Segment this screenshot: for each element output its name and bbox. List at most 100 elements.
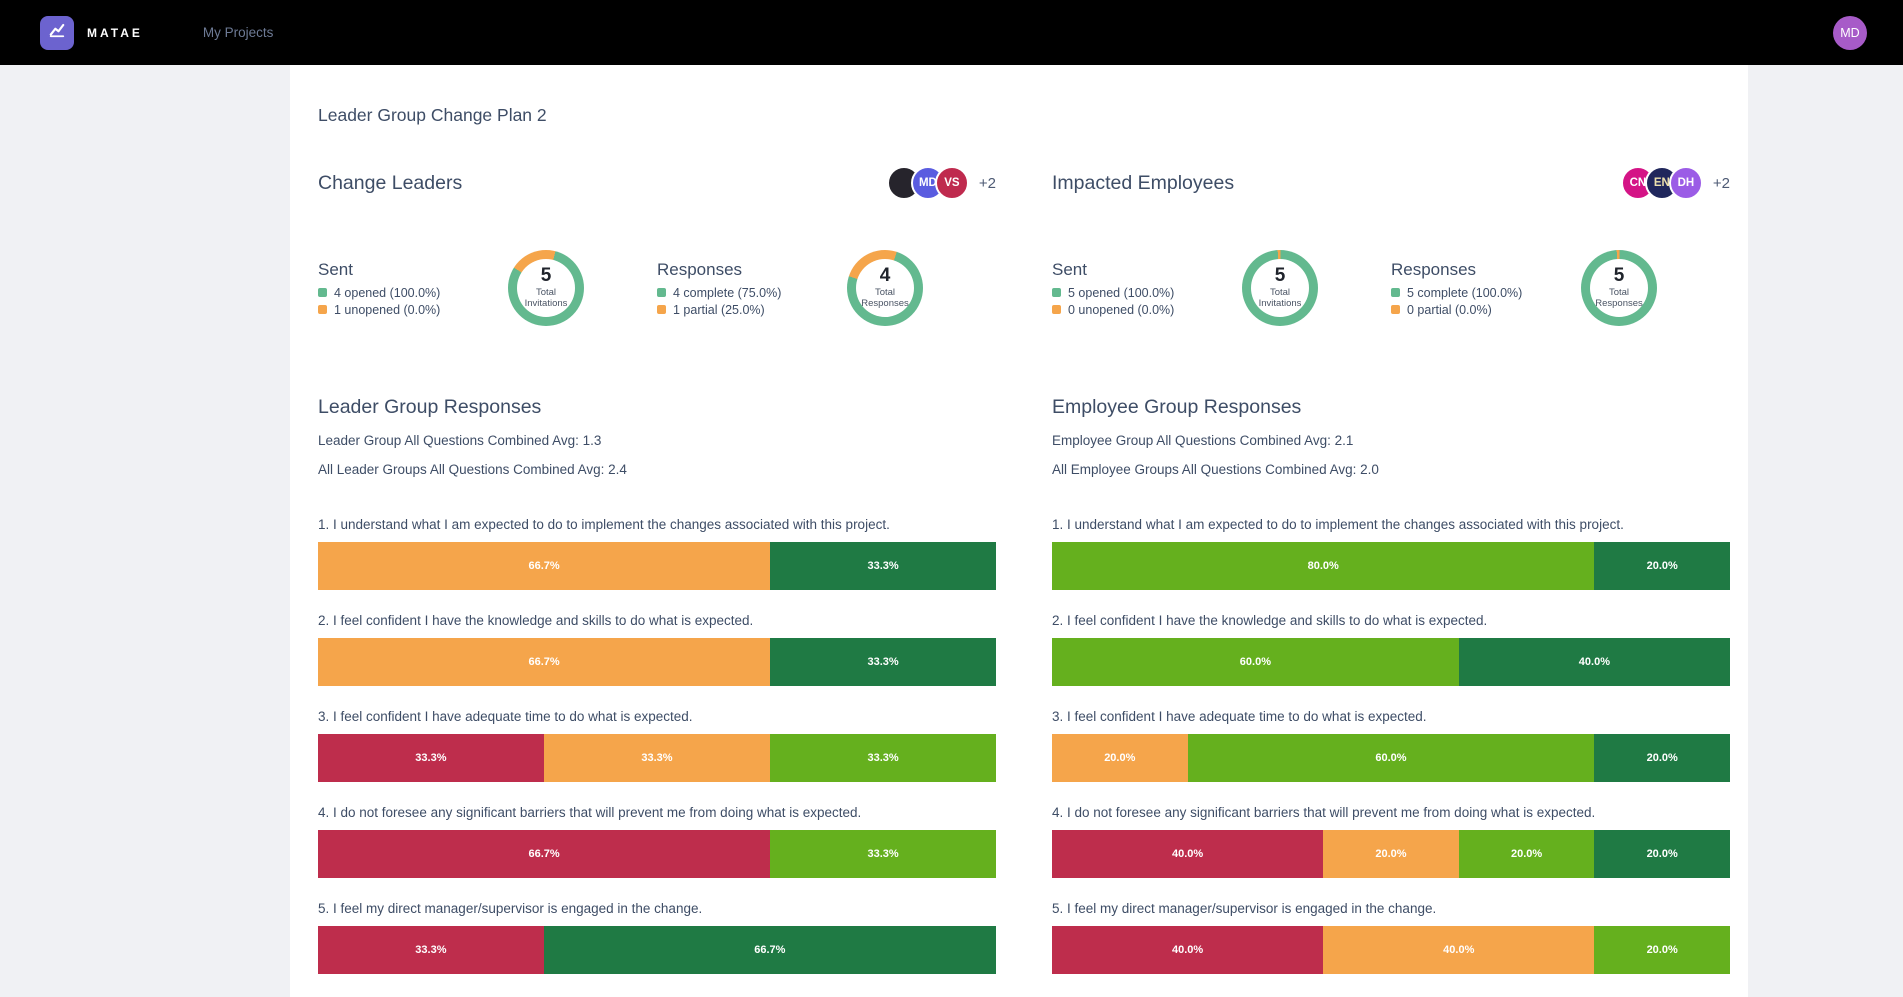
- donut-center: 5 Total Responses: [1590, 259, 1648, 317]
- green-legend-swatch: [1052, 288, 1061, 297]
- legend-item: 1 partial (25.0%): [657, 303, 833, 317]
- group-title: Impacted Employees: [1052, 171, 1235, 194]
- combined-avg-line: All Employee Groups All Questions Combin…: [1052, 462, 1379, 477]
- question-item: 1. I understand what I am expected to do…: [318, 517, 996, 590]
- question-list: 1. I understand what I am expected to do…: [318, 517, 996, 974]
- bar-segment-label: 66.7%: [528, 848, 560, 860]
- bar-segment-label: 33.3%: [867, 656, 899, 668]
- top-navbar: MATAE My Projects MD: [0, 0, 1903, 65]
- bar-segment-label: 33.3%: [641, 752, 673, 764]
- question-item: 5. I feel my direct manager/supervisor i…: [1052, 901, 1730, 974]
- bar-segment: 66.7%: [318, 638, 771, 686]
- legend-item: 5 complete (100.0%): [1391, 286, 1567, 300]
- bar-segment: 66.7%: [318, 830, 771, 878]
- group-column: Impacted Employees CN EN DH +2 Sent 5 opened (…: [1052, 166, 1730, 997]
- legend-text: 5 complete (100.0%): [1407, 285, 1523, 300]
- bar-segment-label: 40.0%: [1171, 944, 1204, 956]
- donut-chart: 5 Total Responses: [1581, 250, 1657, 326]
- legend-item: 1 unopened (0.0%): [318, 303, 494, 317]
- legend-text: 1 unopened (0.0%): [334, 302, 441, 317]
- orange-legend-swatch: [1052, 305, 1061, 314]
- legend-text: 0 unopened (0.0%): [1068, 302, 1175, 317]
- donut-chart: 4 Total Responses: [847, 250, 923, 326]
- bar-segment: 20.0%: [1594, 734, 1730, 782]
- orange-legend-swatch: [318, 305, 327, 314]
- bar-segment: 40.0%: [1458, 638, 1730, 686]
- bar-segment-label: 33.3%: [867, 752, 899, 764]
- legend-text: 1 partial (25.0%): [673, 302, 765, 317]
- legend-item: 0 partial (0.0%): [1391, 303, 1567, 317]
- legend-item: 4 complete (75.0%): [657, 286, 833, 300]
- stat-info: Sent 5 opened (100.0%) 0 unopened (0.0%): [1052, 260, 1228, 317]
- page-title: Leader Group Change Plan 2: [318, 105, 547, 125]
- combined-avg-line: Leader Group All Questions Combined Avg:…: [318, 433, 602, 448]
- avatar-more-count[interactable]: +2: [978, 174, 996, 192]
- stacked-bar: 33.3% 33.3% 33.3%: [318, 734, 996, 782]
- donut-sublabel: Responses: [861, 298, 909, 310]
- bar-segment-label: 40.0%: [1578, 656, 1610, 668]
- dashboard-card: Leader Group Change Plan 2 Change Leader…: [290, 65, 1748, 997]
- bar-segment-label: 33.3%: [867, 560, 899, 572]
- avatar[interactable]: DH: [1668, 166, 1703, 200]
- orange-legend-swatch: [657, 305, 666, 314]
- stat-info: Responses 5 complete (100.0%) 0 partial (0…: [1391, 260, 1567, 317]
- stacked-bar: 66.7% 33.3%: [318, 638, 996, 686]
- bar-segment: 20.0%: [1323, 830, 1459, 878]
- avatar-more-count[interactable]: +2: [1712, 174, 1730, 192]
- donut-chart: 5 Total Invitations: [1242, 250, 1318, 326]
- responses-title: Leader Group Responses: [318, 396, 542, 418]
- combined-avg-line: All Leader Groups All Questions Combined…: [318, 462, 627, 477]
- group-column: Change Leaders MD VS +2 Sent 4 opened (100.0%…: [318, 166, 996, 997]
- question-text: 4. I do not foresee any significant barr…: [318, 805, 862, 820]
- donut-center: 5 Total Invitations: [517, 259, 575, 317]
- donut-center: 5 Total Invitations: [1251, 259, 1309, 317]
- legend-text: 0 partial (0.0%): [1407, 302, 1492, 317]
- bar-segment: 33.3%: [543, 734, 771, 782]
- bar-segment-label: 20.0%: [1510, 848, 1543, 860]
- bar-segment: 33.3%: [318, 926, 544, 974]
- legend-text: 4 opened (100.0%): [334, 285, 441, 300]
- chart-line-icon: [47, 20, 67, 45]
- bar-segment: 20.0%: [1458, 830, 1595, 878]
- stat-block: Responses 4 complete (75.0%) 1 partial (25…: [657, 250, 996, 326]
- nav-my-projects[interactable]: My Projects: [202, 25, 274, 40]
- donut-sublabel: Invitations: [1258, 298, 1302, 310]
- bar-segment: 33.3%: [318, 734, 544, 782]
- avatar[interactable]: VS: [934, 166, 969, 200]
- question-text: 2. I feel confident I have the knowledge…: [1052, 613, 1488, 628]
- bar-segment: 66.7%: [318, 542, 771, 590]
- stacked-bar: 80.0% 20.0%: [1052, 542, 1730, 590]
- bar-segment-label: 33.3%: [415, 752, 447, 764]
- question-item: 3. I feel confident I have adequate time…: [318, 709, 996, 782]
- question-text: 5. I feel my direct manager/supervisor i…: [1052, 901, 1437, 916]
- bar-segment-label: 60.0%: [1375, 752, 1407, 764]
- bar-segment: 20.0%: [1594, 830, 1730, 878]
- bar-segment-label: 20.0%: [1646, 944, 1678, 956]
- bar-segment: 20.0%: [1594, 926, 1730, 974]
- donut-center: 4 Total Responses: [856, 259, 914, 317]
- donut-total-value: 5: [540, 264, 552, 286]
- stat-label: Sent: [318, 259, 353, 279]
- donut-sublabel: Total: [1608, 286, 1630, 298]
- bar-segment-label: 33.3%: [867, 848, 899, 860]
- legend-text: 5 opened (100.0%): [1068, 285, 1175, 300]
- green-legend-swatch: [1391, 288, 1400, 297]
- donut-total-value: 5: [1613, 264, 1625, 286]
- group-title: Change Leaders: [318, 171, 463, 194]
- green-legend-swatch: [318, 288, 327, 297]
- question-item: 2. I feel confident I have the knowledge…: [1052, 613, 1730, 686]
- bar-segment-label: 20.0%: [1104, 752, 1136, 764]
- bar-segment: 20.0%: [1052, 734, 1188, 782]
- user-avatar[interactable]: MD: [1833, 15, 1867, 50]
- donut-total-value: 5: [1274, 264, 1286, 286]
- question-text: 3. I feel confident I have adequate time…: [318, 709, 693, 724]
- stat-info: Sent 4 opened (100.0%) 1 unopened (0.0%): [318, 260, 494, 317]
- stat-block: Sent 4 opened (100.0%) 1 unopened (0.0%) 5 T…: [318, 250, 657, 326]
- donut-sublabel: Responses: [1595, 298, 1643, 310]
- combined-avg-line: Employee Group All Questions Combined Av…: [1052, 433, 1354, 448]
- bar-segment-label: 66.7%: [528, 560, 560, 572]
- donut-sublabel: Total: [874, 286, 896, 298]
- bar-segment: 60.0%: [1052, 638, 1459, 686]
- bar-segment: 33.3%: [770, 542, 996, 590]
- question-item: 2. I feel confident I have the knowledge…: [318, 613, 996, 686]
